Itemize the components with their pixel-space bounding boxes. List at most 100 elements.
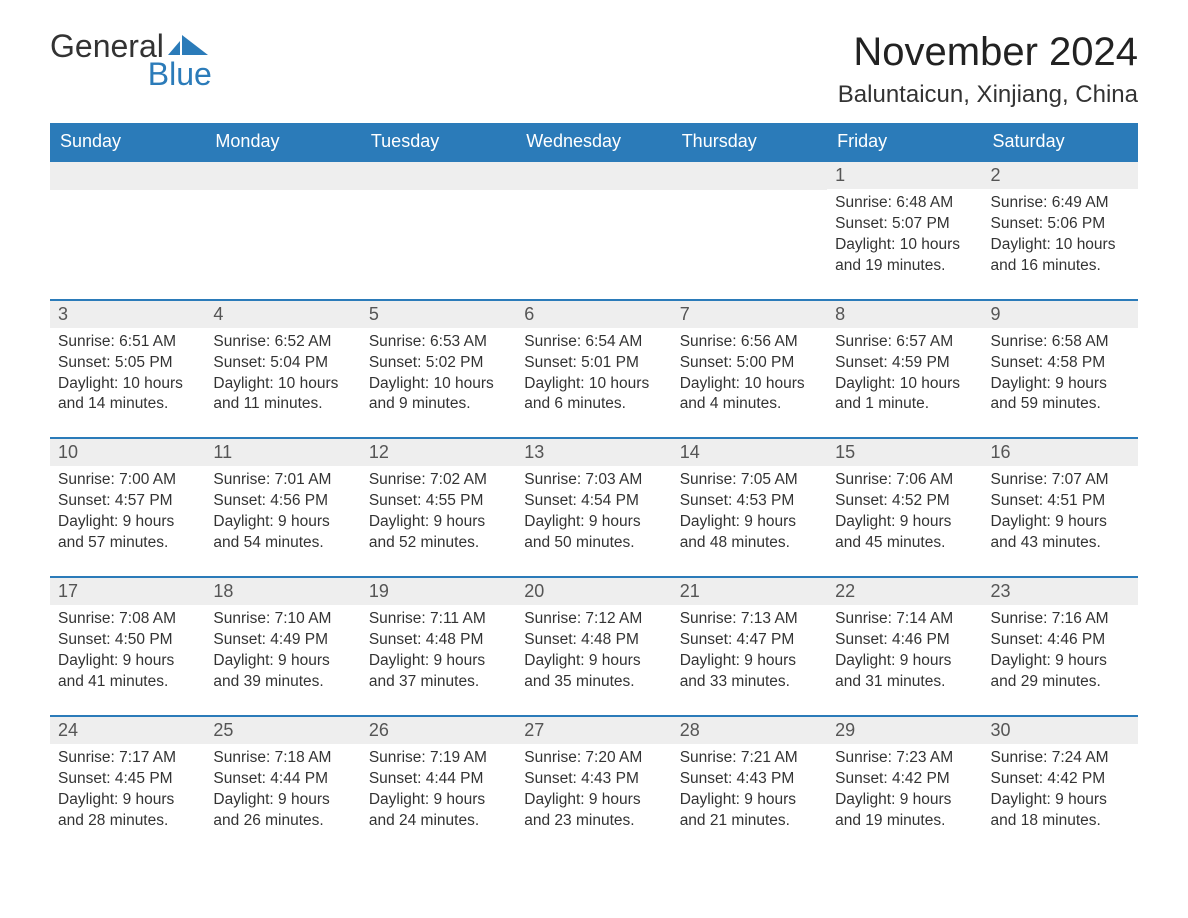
- daylight-text-2: and 16 minutes.: [991, 256, 1130, 277]
- day-body: Sunrise: 7:05 AMSunset: 4:53 PMDaylight:…: [672, 466, 827, 562]
- sunrise-text: Sunrise: 7:14 AM: [835, 609, 974, 630]
- daylight-text-1: Daylight: 9 hours: [369, 651, 508, 672]
- daylight-text-1: Daylight: 9 hours: [58, 790, 197, 811]
- day-number: 22: [827, 578, 982, 605]
- daylight-text-2: and 48 minutes.: [680, 533, 819, 554]
- daylight-text-1: Daylight: 9 hours: [991, 512, 1130, 533]
- sunset-text: Sunset: 4:43 PM: [524, 769, 663, 790]
- sunset-text: Sunset: 4:42 PM: [835, 769, 974, 790]
- daylight-text-2: and 29 minutes.: [991, 672, 1130, 693]
- day-number: 20: [516, 578, 671, 605]
- day-body: Sunrise: 7:12 AMSunset: 4:48 PMDaylight:…: [516, 605, 671, 701]
- day-body: Sunrise: 7:14 AMSunset: 4:46 PMDaylight:…: [827, 605, 982, 701]
- day-cell: 12Sunrise: 7:02 AMSunset: 4:55 PMDayligh…: [361, 439, 516, 562]
- daylight-text-1: Daylight: 9 hours: [213, 651, 352, 672]
- day-number: 24: [50, 717, 205, 744]
- sunset-text: Sunset: 5:04 PM: [213, 353, 352, 374]
- day-body: Sunrise: 7:17 AMSunset: 4:45 PMDaylight:…: [50, 744, 205, 840]
- day-body: Sunrise: 7:01 AMSunset: 4:56 PMDaylight:…: [205, 466, 360, 562]
- header: General Blue November 2024 Baluntaicun, …: [50, 30, 1138, 109]
- dow-cell: Thursday: [672, 123, 827, 160]
- sunrise-text: Sunrise: 7:12 AM: [524, 609, 663, 630]
- daylight-text-2: and 14 minutes.: [58, 394, 197, 415]
- empty-day-header: [50, 162, 205, 190]
- day-number: 18: [205, 578, 360, 605]
- sunset-text: Sunset: 4:45 PM: [58, 769, 197, 790]
- daylight-text-2: and 23 minutes.: [524, 811, 663, 832]
- daylight-text-2: and 28 minutes.: [58, 811, 197, 832]
- daylight-text-1: Daylight: 9 hours: [369, 512, 508, 533]
- daylight-text-1: Daylight: 9 hours: [835, 651, 974, 672]
- day-cell: 9Sunrise: 6:58 AMSunset: 4:58 PMDaylight…: [983, 301, 1138, 424]
- day-cell: 15Sunrise: 7:06 AMSunset: 4:52 PMDayligh…: [827, 439, 982, 562]
- day-number: 29: [827, 717, 982, 744]
- day-cell: 1Sunrise: 6:48 AMSunset: 5:07 PMDaylight…: [827, 162, 982, 285]
- daylight-text-2: and 24 minutes.: [369, 811, 508, 832]
- daylight-text-2: and 50 minutes.: [524, 533, 663, 554]
- empty-day-header: [516, 162, 671, 190]
- day-body: Sunrise: 6:48 AMSunset: 5:07 PMDaylight:…: [827, 189, 982, 285]
- sunrise-text: Sunrise: 7:10 AM: [213, 609, 352, 630]
- day-number: 28: [672, 717, 827, 744]
- daylight-text-1: Daylight: 10 hours: [680, 374, 819, 395]
- day-cell: 21Sunrise: 7:13 AMSunset: 4:47 PMDayligh…: [672, 578, 827, 701]
- daylight-text-2: and 37 minutes.: [369, 672, 508, 693]
- daylight-text-2: and 35 minutes.: [524, 672, 663, 693]
- logo: General Blue: [50, 30, 212, 90]
- sunrise-text: Sunrise: 7:02 AM: [369, 470, 508, 491]
- day-cell: 18Sunrise: 7:10 AMSunset: 4:49 PMDayligh…: [205, 578, 360, 701]
- day-cell: 27Sunrise: 7:20 AMSunset: 4:43 PMDayligh…: [516, 717, 671, 840]
- daylight-text-1: Daylight: 9 hours: [524, 651, 663, 672]
- daylight-text-1: Daylight: 9 hours: [991, 790, 1130, 811]
- day-cell: [205, 162, 360, 285]
- daylight-text-2: and 11 minutes.: [213, 394, 352, 415]
- daylight-text-1: Daylight: 9 hours: [835, 512, 974, 533]
- sunset-text: Sunset: 4:58 PM: [991, 353, 1130, 374]
- daylight-text-2: and 31 minutes.: [835, 672, 974, 693]
- day-number: 21: [672, 578, 827, 605]
- sunset-text: Sunset: 4:50 PM: [58, 630, 197, 651]
- daylight-text-2: and 57 minutes.: [58, 533, 197, 554]
- daylight-text-1: Daylight: 10 hours: [58, 374, 197, 395]
- daylight-text-2: and 6 minutes.: [524, 394, 663, 415]
- daylight-text-2: and 19 minutes.: [835, 256, 974, 277]
- day-cell: [516, 162, 671, 285]
- day-body: Sunrise: 7:11 AMSunset: 4:48 PMDaylight:…: [361, 605, 516, 701]
- daylight-text-2: and 4 minutes.: [680, 394, 819, 415]
- month-title: November 2024: [838, 30, 1138, 75]
- day-of-week-header: SundayMondayTuesdayWednesdayThursdayFrid…: [50, 123, 1138, 160]
- day-number: 2: [983, 162, 1138, 189]
- day-cell: 17Sunrise: 7:08 AMSunset: 4:50 PMDayligh…: [50, 578, 205, 701]
- day-cell: [361, 162, 516, 285]
- day-number: 15: [827, 439, 982, 466]
- sunrise-text: Sunrise: 6:58 AM: [991, 332, 1130, 353]
- calendar: SundayMondayTuesdayWednesdayThursdayFrid…: [50, 123, 1138, 839]
- daylight-text-2: and 21 minutes.: [680, 811, 819, 832]
- sunrise-text: Sunrise: 6:57 AM: [835, 332, 974, 353]
- daylight-text-1: Daylight: 9 hours: [991, 651, 1130, 672]
- day-body: Sunrise: 7:20 AMSunset: 4:43 PMDaylight:…: [516, 744, 671, 840]
- day-cell: [50, 162, 205, 285]
- sunrise-text: Sunrise: 6:48 AM: [835, 193, 974, 214]
- day-number: 30: [983, 717, 1138, 744]
- sunrise-text: Sunrise: 6:51 AM: [58, 332, 197, 353]
- day-number: 14: [672, 439, 827, 466]
- day-body: Sunrise: 6:58 AMSunset: 4:58 PMDaylight:…: [983, 328, 1138, 424]
- sunrise-text: Sunrise: 7:20 AM: [524, 748, 663, 769]
- sunset-text: Sunset: 4:48 PM: [524, 630, 663, 651]
- sunrise-text: Sunrise: 7:21 AM: [680, 748, 819, 769]
- daylight-text-2: and 39 minutes.: [213, 672, 352, 693]
- sunset-text: Sunset: 4:48 PM: [369, 630, 508, 651]
- sunset-text: Sunset: 4:46 PM: [991, 630, 1130, 651]
- dow-cell: Friday: [827, 123, 982, 160]
- dow-cell: Saturday: [983, 123, 1138, 160]
- day-number: 6: [516, 301, 671, 328]
- week-row: 24Sunrise: 7:17 AMSunset: 4:45 PMDayligh…: [50, 715, 1138, 840]
- daylight-text-2: and 43 minutes.: [991, 533, 1130, 554]
- empty-day-header: [672, 162, 827, 190]
- daylight-text-1: Daylight: 10 hours: [835, 235, 974, 256]
- sunrise-text: Sunrise: 6:49 AM: [991, 193, 1130, 214]
- dow-cell: Tuesday: [361, 123, 516, 160]
- day-cell: 22Sunrise: 7:14 AMSunset: 4:46 PMDayligh…: [827, 578, 982, 701]
- day-cell: 16Sunrise: 7:07 AMSunset: 4:51 PMDayligh…: [983, 439, 1138, 562]
